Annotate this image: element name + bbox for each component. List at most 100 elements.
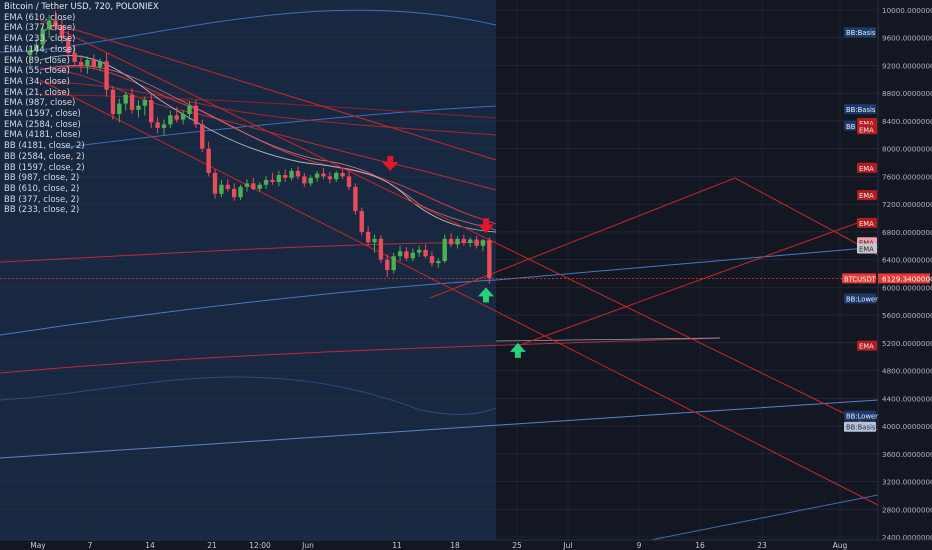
candle-body	[385, 259, 390, 271]
legend-item-ema-89[interactable]: EMA (89, close)	[4, 55, 70, 66]
price-tick-label: 6800.00000000	[882, 228, 932, 237]
candle-body	[397, 251, 403, 257]
candle-body	[117, 103, 122, 115]
candle-body	[468, 239, 473, 243]
candle-body	[378, 238, 384, 260]
candle-body	[416, 249, 422, 253]
channel-lower-line	[39, 79, 879, 506]
axis-label-tag	[857, 124, 877, 135]
candle-body	[448, 238, 454, 245]
candle-body	[168, 115, 173, 125]
candle-body	[244, 183, 250, 187]
axis-label-text: BTCUSDT	[844, 275, 877, 283]
legend-item-bb-4181[interactable]: BB (4181, close, 2)	[4, 141, 85, 152]
candle-body	[225, 184, 230, 189]
candle-body	[455, 238, 460, 245]
axis-label-text: BB:Lower	[846, 413, 878, 421]
legend-item-ema-1597[interactable]: EMA (1597, close)	[4, 109, 81, 120]
candle-body	[155, 122, 160, 128]
time-tick-label: Aug	[833, 541, 848, 550]
candle-body	[212, 172, 218, 194]
price-tick-label: 6000.00000000	[882, 283, 932, 292]
candle-body	[91, 59, 96, 67]
candle-body	[340, 172, 345, 177]
axis-label-text: EMA	[859, 120, 874, 128]
candle-body	[487, 240, 492, 279]
legend-item-ema-55[interactable]: EMA (55, close)	[4, 66, 70, 77]
legend-item-bb-1597[interactable]: BB (1597, close, 2)	[4, 162, 85, 173]
ema-34-line	[39, 65, 497, 231]
price-tick-label: 8800.00000000	[882, 89, 932, 98]
candle-body	[66, 37, 71, 53]
candle-body	[78, 62, 84, 66]
projection-line	[429, 177, 879, 299]
axis-label-tag	[844, 421, 876, 432]
legend-item-bb-987[interactable]: BB (987, close, 2)	[4, 173, 80, 184]
indicator-legend: Bitcoin / Tether USD, 720, POLONIEX EMA …	[4, 2, 159, 216]
candle-body	[359, 211, 364, 232]
candle-body	[372, 238, 377, 243]
price-tick-label: 4000.00000000	[882, 422, 932, 431]
legend-item-ema-610[interactable]: EMA (610, close)	[4, 12, 76, 23]
candle-body	[72, 52, 77, 63]
price-tick-label: 3600.00000000	[882, 450, 932, 459]
ema-4181-line	[0, 337, 721, 374]
candle-body	[136, 105, 141, 110]
candle-body	[149, 100, 154, 123]
time-tick-label: 18	[450, 541, 460, 550]
candle-body	[97, 61, 103, 67]
legend-item-ema-377[interactable]: EMA (377, close)	[4, 23, 76, 34]
legend-item-bb-610[interactable]: BB (610, close, 2)	[4, 183, 80, 194]
channel-inner-line	[59, 24, 497, 161]
last-price-tag	[878, 273, 930, 284]
legend-item-ema-987[interactable]: EMA (987, close)	[4, 98, 76, 109]
candle-body	[302, 176, 307, 184]
price-tick-label: 5200.00000000	[882, 339, 932, 348]
candle-body	[346, 176, 352, 187]
price-tick-label: 4400.00000000	[882, 394, 932, 403]
time-tick-label: 23	[757, 541, 767, 550]
candle-body	[251, 183, 256, 189]
legend-item-bb-377[interactable]: BB (377, close, 2)	[4, 194, 80, 205]
candle-body	[187, 105, 192, 115]
chart-title: Bitcoin / Tether USD, 720, POLONIEX	[4, 2, 159, 12]
price-tick-label: 8000.00000000	[882, 145, 932, 154]
grid-lines	[0, 0, 878, 540]
drawing-tools	[39, 19, 879, 506]
axis-label-tag	[844, 410, 876, 421]
candle-body	[53, 20, 58, 27]
axis-label-text: EMA	[859, 192, 874, 200]
candle-body	[404, 251, 409, 259]
axis-label-tag	[844, 293, 876, 304]
legend-item-ema-2584[interactable]: EMA (2584, close)	[4, 119, 81, 130]
price-tick-label: 7200.00000000	[882, 200, 932, 209]
legend-item-ema-21[interactable]: EMA (21, close)	[4, 87, 70, 98]
price-tick-label: 2400.00000000	[882, 533, 932, 542]
candle-body	[174, 115, 179, 120]
candle-body	[46, 20, 52, 30]
price-tick-label: 8400.00000000	[882, 117, 932, 126]
legend-item-ema-34[interactable]: EMA (34, close)	[4, 76, 70, 87]
legend-item-ema-233[interactable]: EMA (233, close)	[4, 34, 76, 45]
ema-144-line	[59, 66, 497, 225]
legend-item-ema-144[interactable]: EMA (144, close)	[4, 44, 76, 55]
candle-body	[365, 231, 371, 243]
time-tick-label: 25	[512, 541, 522, 550]
legend-item-bb-233[interactable]: BB (233, close, 2)	[4, 205, 80, 216]
bb-lower-line-2	[0, 399, 879, 459]
legend-item-ema-4181[interactable]: EMA (4181, close)	[4, 130, 81, 141]
ema-610-line	[39, 94, 497, 119]
axis-label-text: EMA	[859, 165, 874, 173]
arrow-down-icon	[477, 218, 494, 234]
ema-377-line	[39, 81, 497, 136]
price-axis: 10000.00000000 9600.00000000 9200.00000000…	[882, 6, 932, 542]
axis-label-tag	[844, 104, 876, 115]
price-tick-label: 2800.00000000	[882, 505, 932, 514]
candle-body	[334, 172, 339, 180]
legend-item-bb-2584[interactable]: BB (2584, close, 2)	[4, 151, 85, 162]
candle-body	[104, 61, 109, 90]
time-tick-label: 11	[392, 541, 402, 550]
time-tick-label: 16	[695, 541, 705, 550]
